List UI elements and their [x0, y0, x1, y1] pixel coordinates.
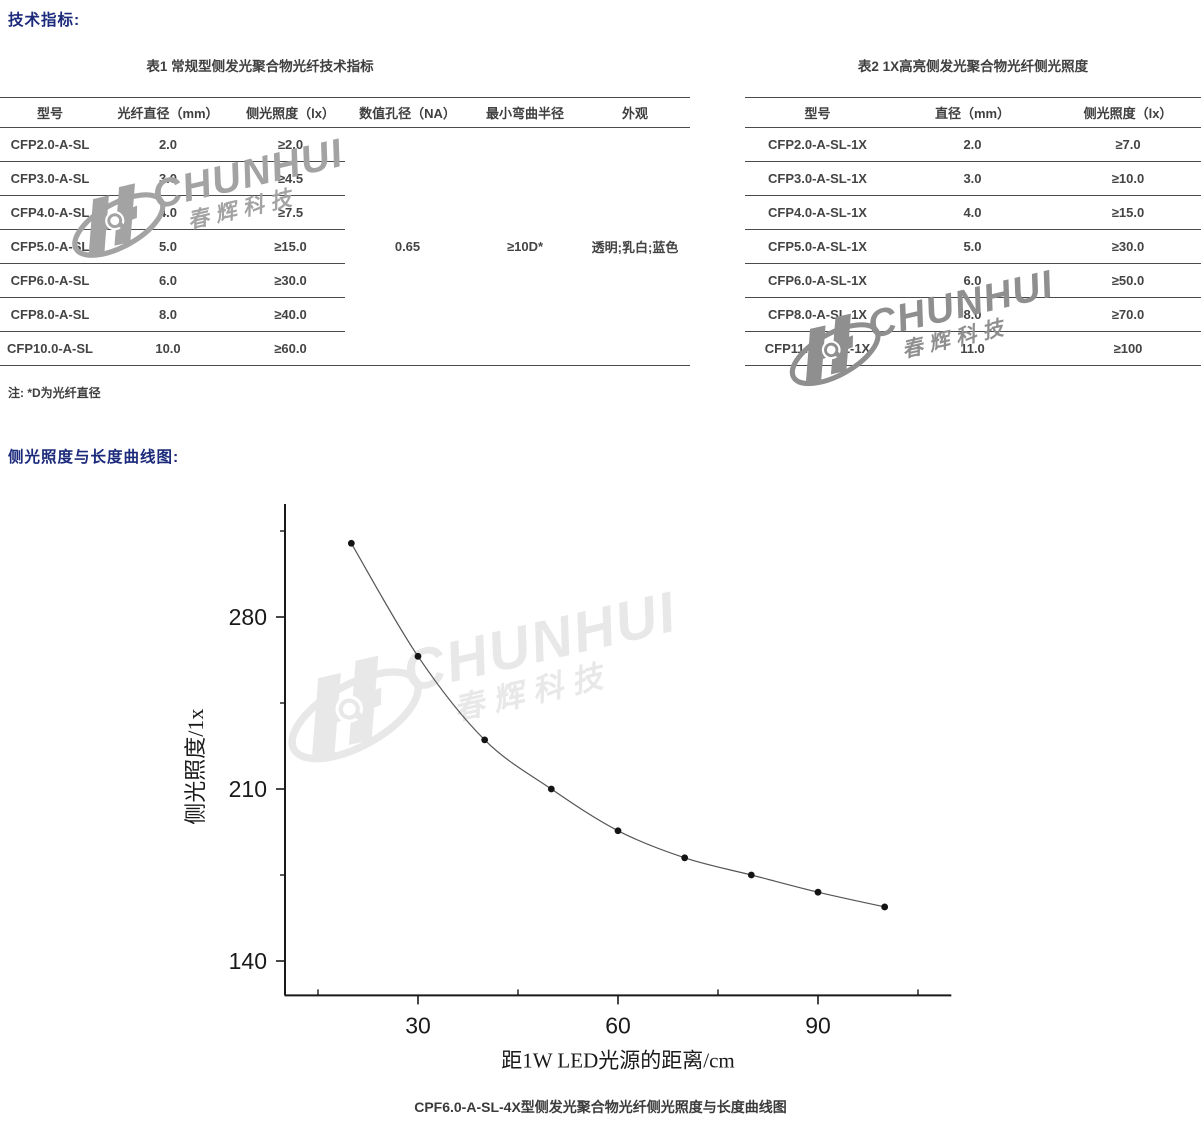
- table-cell: 4.0: [100, 195, 236, 230]
- table-cell: CFP6.0-A-SL: [0, 263, 100, 298]
- data-curve: [350, 542, 885, 908]
- table1-header-min-bend-radius: 最小弯曲半径: [470, 97, 580, 128]
- table-row: CFP8.0-A-SL-1X 8.0 ≥70.0: [745, 297, 1201, 332]
- data-point: [614, 827, 622, 835]
- table-row: CFP10.0-A-SL 10.0 ≥60.0: [0, 332, 690, 366]
- table-cell: ≥7.0: [1055, 127, 1201, 162]
- chart-caption: CPF6.0-A-SL-4X型侧发光聚合物光纤侧光照度与长度曲线图: [414, 1099, 787, 1115]
- y-axis-title: 侧光照度/1x: [183, 709, 208, 825]
- table-cell: CFP8.0-A-SL: [0, 297, 100, 332]
- table1-header-appearance: 外观: [580, 97, 690, 128]
- y-tick-label: 140: [229, 948, 267, 974]
- x-tick-label: 90: [805, 1012, 831, 1038]
- table-cell: CFP4.0-A-SL: [0, 195, 100, 230]
- table-cell: CFP6.0-A-SL-1X: [745, 263, 890, 298]
- table1-header-row: 型号 光纤直径（mm） 侧光照度（lx） 数值孔径（NA） 最小弯曲半径 外观: [0, 97, 690, 128]
- table-cell: 2.0: [100, 127, 236, 162]
- table-cell: CFP3.0-A-SL: [0, 161, 100, 196]
- data-point: [547, 785, 555, 793]
- table-cell: ≥4.5: [236, 161, 345, 196]
- table-cell: CFP2.0-A-SL-1X: [745, 127, 890, 162]
- table-cell: ≥70.0: [1055, 297, 1201, 332]
- illuminance-vs-distance-chart: 280 210 140 30 60 90 侧光照度/1x 距1W LED光源的距离/cm: [183, 503, 952, 1072]
- table1-header-fiber-diameter: 光纤直径（mm）: [100, 97, 236, 128]
- appearance-value: 透明;乳白;蓝色: [591, 240, 679, 255]
- table-row: CFP5.0-A-SL-1X 5.0 ≥30.0: [745, 229, 1201, 264]
- data-point: [414, 652, 422, 660]
- table-cell: ≥40.0: [236, 297, 345, 332]
- section-heading-technical-specs: 技术指标:: [8, 12, 81, 29]
- table-cell: CFP3.0-A-SL-1X: [745, 161, 890, 196]
- y-tick-label: 210: [229, 776, 267, 802]
- table-cell: CFP4.0-A-SL-1X: [745, 195, 890, 230]
- table-cell: 5.0: [100, 229, 236, 264]
- table-cell: CFP8.0-A-SL-1X: [745, 297, 890, 332]
- table-cell: ≥50.0: [1055, 263, 1201, 298]
- section-heading-illuminance-curve: 侧光照度与长度曲线图:: [8, 449, 180, 466]
- table-row: CFP3.0-A-SL 3.0 ≥4.5: [0, 161, 690, 196]
- x-axis-title: 距1W LED光源的距离/cm: [501, 1048, 735, 1072]
- data-point: [681, 854, 689, 862]
- table-cell: 5.0: [890, 229, 1055, 264]
- data-point: [481, 736, 489, 744]
- table-cell: CFP5.0-A-SL-1X: [745, 229, 890, 264]
- data-point: [814, 888, 822, 896]
- table1-header-numerical-aperture: 数值孔径（NA）: [345, 97, 470, 128]
- table1-header-model: 型号: [0, 97, 100, 128]
- numerical-aperture-value: 0.65: [394, 239, 421, 254]
- table-cell: 11.0: [960, 341, 985, 356]
- table-cell: CFP11.0-A-SL-1X: [764, 341, 871, 356]
- x-tick-label: 60: [605, 1012, 631, 1038]
- footnote-d-definition: 注: *D为光纤直径: [8, 386, 101, 400]
- table-cell: ≥100: [1113, 341, 1143, 356]
- table-row: CFP2.0-A-SL 2.0 ≥2.0 0.65 ≥10D* 透明;乳白;蓝色: [0, 127, 690, 255]
- table-row: CFP11.0-A-SL-1X 11.0 ≥100: [745, 332, 1201, 366]
- table-cell: 4.0: [890, 195, 1055, 230]
- table2-header-diameter: 直径（mm）: [890, 97, 1055, 128]
- table-row: CFP4.0-A-SL-1X 4.0 ≥15.0: [745, 195, 1201, 230]
- table-cell: 3.0: [890, 161, 1055, 196]
- min-bend-radius-value: ≥10D*: [506, 239, 544, 254]
- table1-title: 表1 常规型侧发光聚合物光纤技术指标: [146, 59, 374, 74]
- table-cell: ≥30.0: [1055, 229, 1201, 264]
- table2-header-side-illuminance: 侧光照度（lx）: [1055, 97, 1201, 128]
- table-row: CFP3.0-A-SL-1X 3.0 ≥10.0: [745, 161, 1201, 196]
- table-cell: ≥30.0: [236, 263, 345, 298]
- table2-header-row: 型号 直径（mm） 侧光照度（lx）: [745, 97, 1201, 128]
- table-cell: ≥2.0: [236, 127, 345, 162]
- table-cell: ≥15.0: [1055, 195, 1201, 230]
- table-cell: ≥60.0: [274, 341, 307, 356]
- table-cell: 10.0: [155, 341, 181, 356]
- table-cell: 8.0: [890, 297, 1055, 332]
- x-tick-label: 30: [405, 1012, 431, 1038]
- table-row: CFP6.0-A-SL 6.0 ≥30.0: [0, 263, 690, 298]
- table-cell: 6.0: [890, 263, 1055, 298]
- table-cell: 6.0: [100, 263, 236, 298]
- table-cell: CFP10.0-A-SL: [7, 341, 93, 356]
- table-cell: ≥15.0: [236, 229, 345, 264]
- table-1x-high-brightness-fiber: 型号 直径（mm） 侧光照度（lx） CFP2.0-A-SL-1X 2.0 ≥7.0…: [745, 97, 1201, 366]
- table-cell: ≥10.0: [1055, 161, 1201, 196]
- table-row: CFP2.0-A-SL-1X 2.0 ≥7.0: [745, 127, 1201, 162]
- table-cell: ≥7.5: [236, 195, 345, 230]
- table-cell: 3.0: [100, 161, 236, 196]
- table-standard-fiber-specs: 型号 光纤直径（mm） 侧光照度（lx） 数值孔径（NA） 最小弯曲半径 外观 …: [0, 97, 690, 366]
- data-point: [881, 903, 889, 911]
- y-tick-label: 280: [229, 604, 267, 630]
- table2-title: 表2 1X高亮侧发光聚合物光纤侧光照度: [857, 59, 1089, 74]
- table-cell: CFP2.0-A-SL: [0, 127, 100, 162]
- data-point: [347, 539, 355, 547]
- table1-header-side-illuminance: 侧光照度（lx）: [236, 97, 345, 128]
- table-cell: 8.0: [100, 297, 236, 332]
- table-cell: CFP5.0-A-SL: [0, 229, 100, 264]
- table-row: CFP6.0-A-SL-1X 6.0 ≥50.0: [745, 263, 1201, 298]
- data-point: [747, 871, 755, 879]
- table-cell: 2.0: [890, 127, 1055, 162]
- table-row: CFP8.0-A-SL 8.0 ≥40.0: [0, 297, 690, 332]
- table2-header-model: 型号: [745, 97, 890, 128]
